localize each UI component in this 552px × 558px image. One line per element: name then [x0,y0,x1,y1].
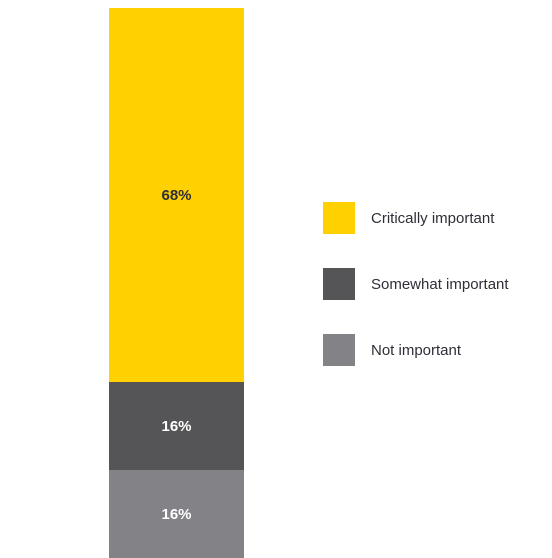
legend-swatch-critically-important [323,202,355,234]
data-label-not-important: 16% [161,506,191,523]
legend-label-not-important: Not important [371,342,462,359]
legend: Critically important Somewhat important No… [323,202,509,366]
data-label-critically-important: 68% [161,187,191,204]
legend-swatch-somewhat-important [323,268,355,300]
data-label-somewhat-important: 16% [161,418,191,435]
bar-segment-critically-important [109,8,244,382]
bar-segment-somewhat-important [109,382,244,470]
legend-label-somewhat-important: Somewhat important [371,276,509,293]
bar-value-labels: 16% 16% 68% [161,187,191,523]
bar-segments [109,8,244,558]
bar-segment-not-important [109,470,244,558]
legend-item-not-important: Not important [323,334,462,366]
legend-item-critically-important: Critically important [323,202,495,234]
legend-swatch-not-important [323,334,355,366]
legend-label-critically-important: Critically important [371,210,495,227]
legend-item-somewhat-important: Somewhat important [323,268,509,300]
